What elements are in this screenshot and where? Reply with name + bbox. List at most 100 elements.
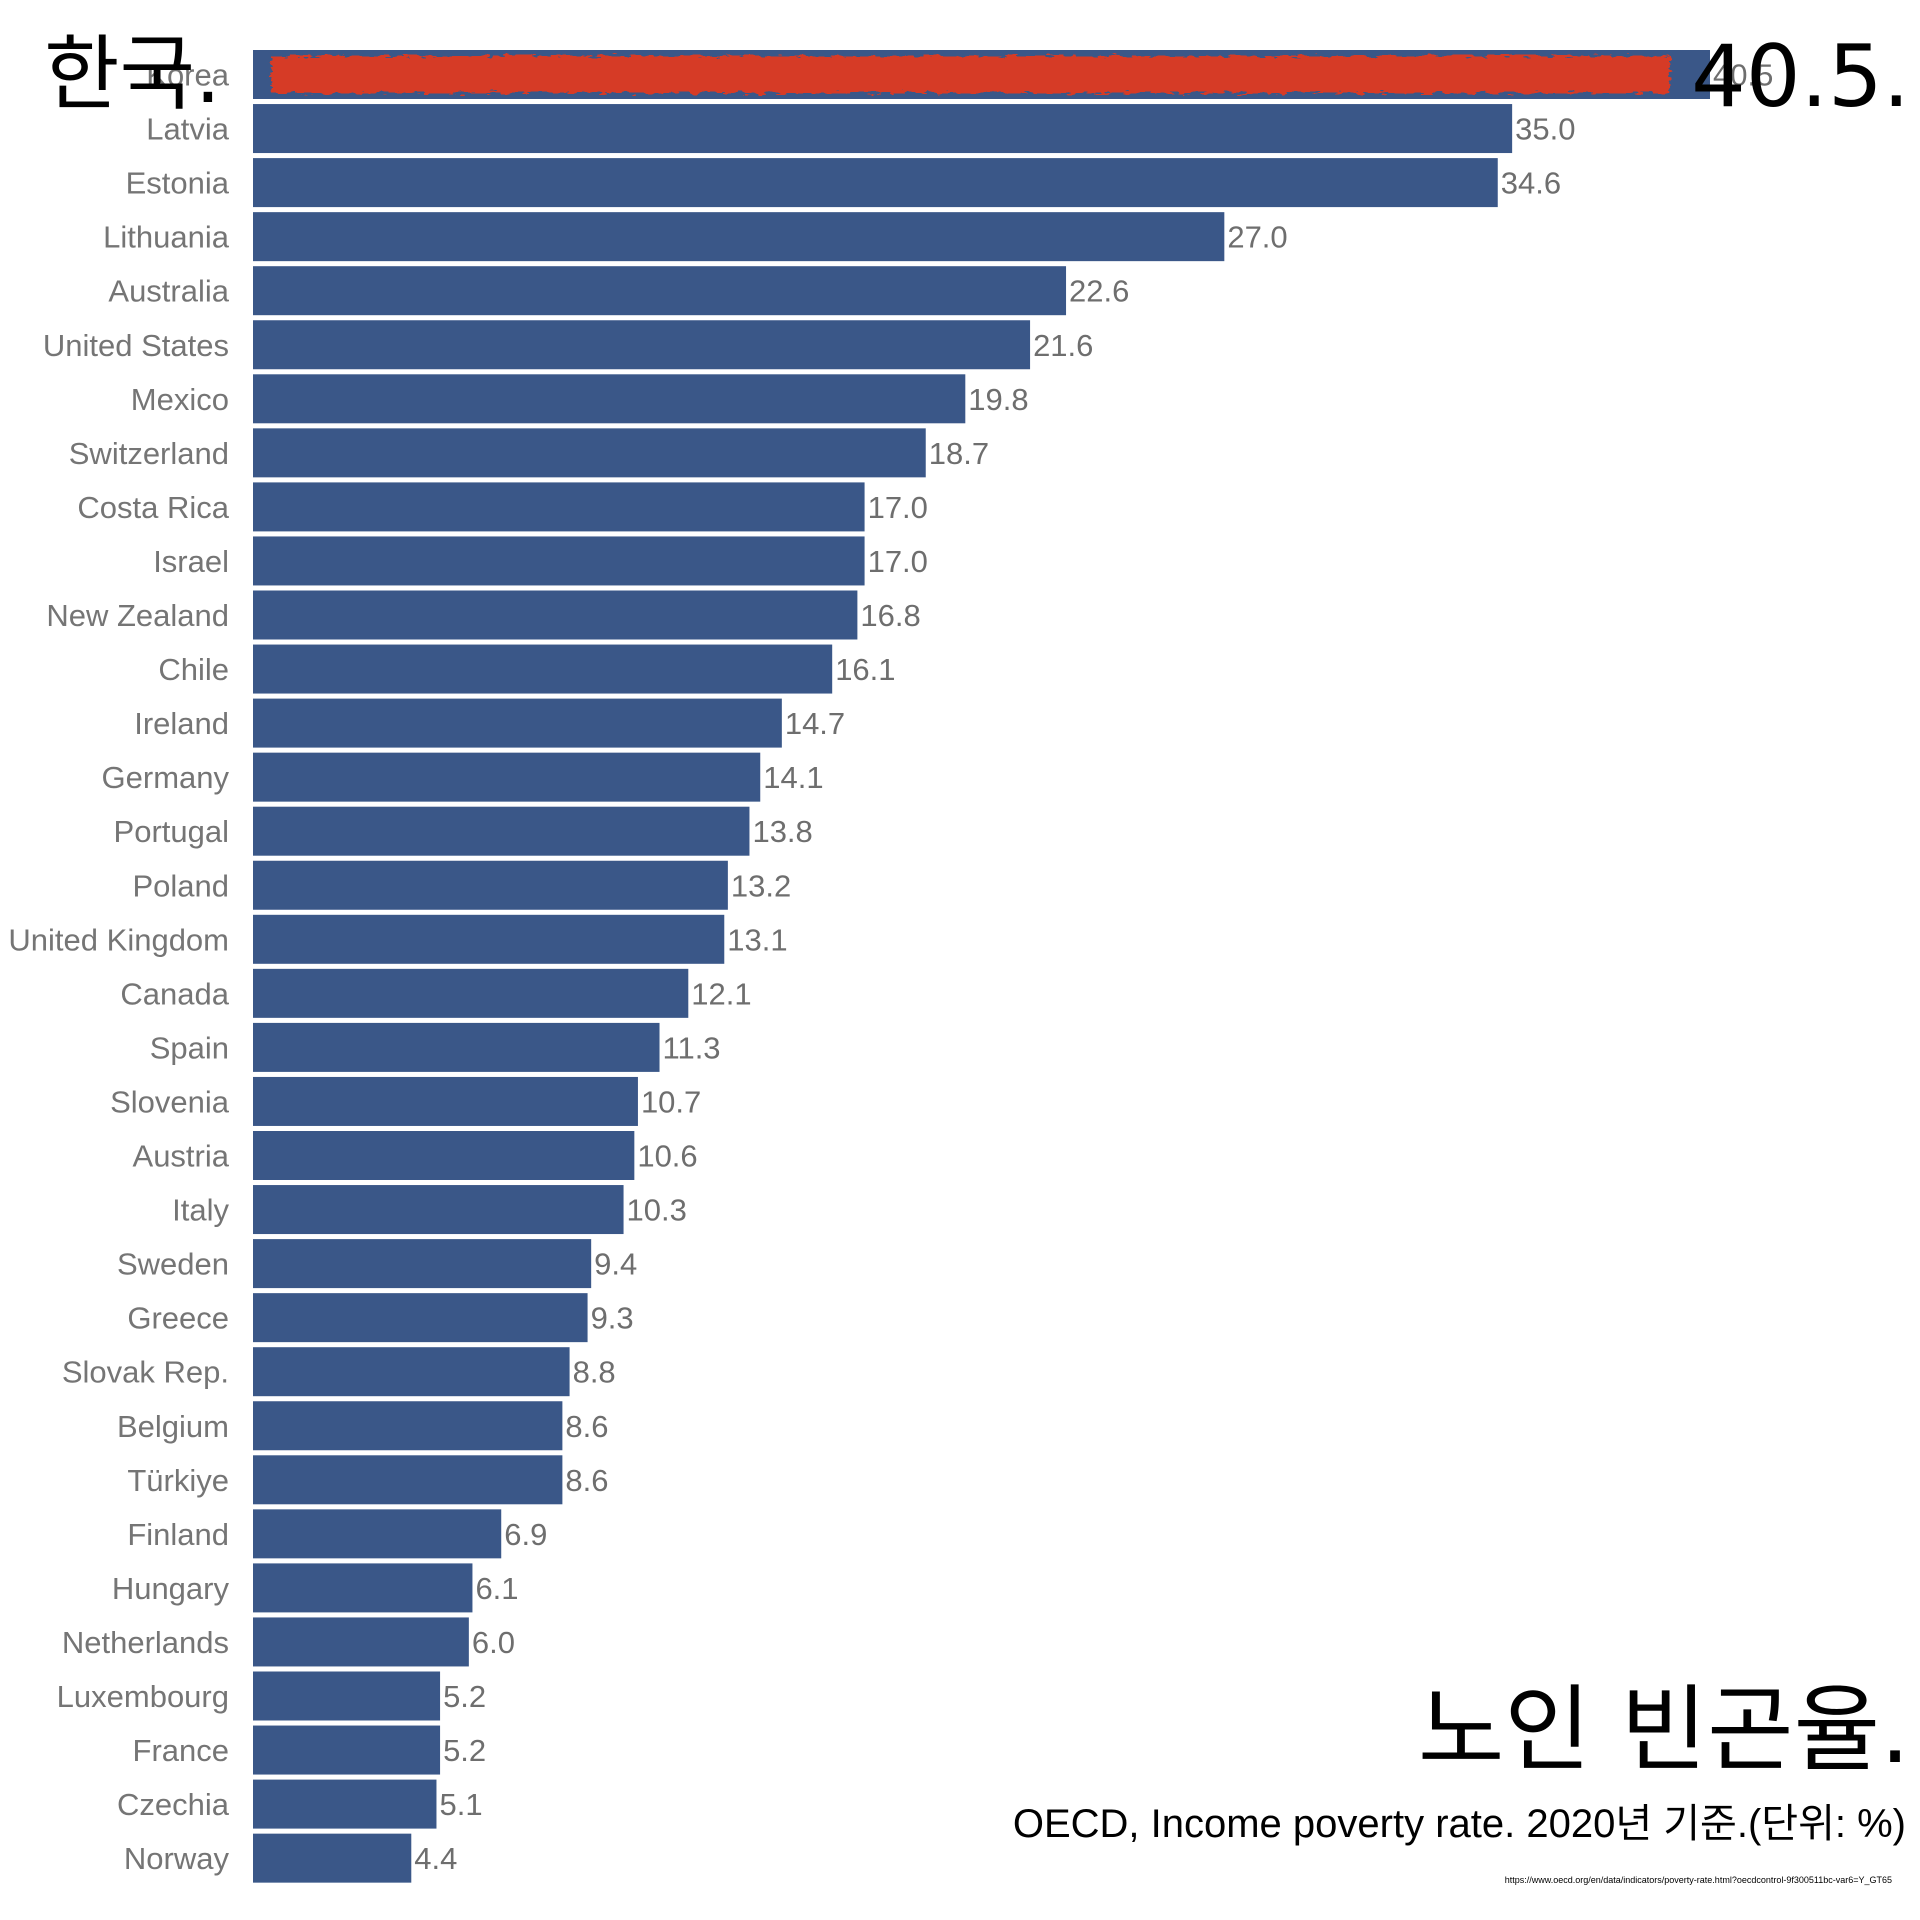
- bar-austria: [253, 1131, 635, 1180]
- value-label: 12.1: [691, 976, 751, 1011]
- bar-israel: [253, 536, 865, 586]
- category-label: Belgium: [117, 1409, 229, 1444]
- highlight-value-label: 40.5.: [1691, 27, 1910, 127]
- category-label: New Zealand: [46, 598, 229, 633]
- bar-united-states: [253, 320, 1031, 370]
- value-label: 4.4: [414, 1841, 457, 1876]
- category-label: Portugal: [114, 814, 229, 849]
- category-label: Czechia: [117, 1787, 230, 1822]
- highlight-scribble: [271, 56, 1670, 93]
- value-label: 5.1: [439, 1787, 482, 1822]
- value-label: 10.6: [637, 1139, 697, 1174]
- bar-ireland: [253, 698, 782, 748]
- category-label: Israel: [153, 544, 229, 579]
- bar-united-kingdom: [253, 914, 725, 964]
- category-label: Mexico: [131, 382, 229, 417]
- value-label: 5.2: [443, 1733, 486, 1768]
- value-label: 8.6: [565, 1409, 608, 1444]
- category-label: Korea: [146, 58, 229, 93]
- bar-canada: [253, 968, 689, 1018]
- bars-layer: [253, 50, 1710, 1883]
- value-label: 19.8: [968, 382, 1028, 417]
- value-label: 14.7: [785, 706, 845, 741]
- chart-subtitle: OECD, Income poverty rate. 2020년 기준.(단위:…: [1013, 1802, 1906, 1846]
- bar-new-zealand: [253, 590, 858, 640]
- value-label: 13.1: [727, 922, 787, 957]
- bar-estonia: [253, 158, 1498, 208]
- value-label: 11.3: [663, 1030, 721, 1065]
- bar-netherlands: [253, 1617, 469, 1667]
- category-label: Slovak Rep.: [62, 1355, 229, 1390]
- category-label: Lithuania: [103, 220, 230, 255]
- category-label: Luxembourg: [57, 1679, 229, 1714]
- category-label: Norway: [124, 1841, 230, 1876]
- bar-spain: [253, 1022, 660, 1072]
- category-label: Australia: [108, 274, 229, 309]
- value-label: 16.1: [835, 652, 895, 687]
- category-label: Costa Rica: [77, 490, 229, 525]
- value-label: 13.8: [752, 814, 812, 849]
- value-label: 22.6: [1069, 274, 1129, 309]
- category-label: France: [133, 1733, 229, 1768]
- chart-title: 노인 빈곤율.: [1418, 1676, 1910, 1785]
- value-label: 14.1: [763, 760, 823, 795]
- category-label: Netherlands: [62, 1625, 229, 1660]
- category-label: Türkiye: [127, 1463, 229, 1498]
- bar-luxembourg: [253, 1671, 441, 1721]
- bar-hungary: [253, 1563, 473, 1613]
- bar-slovenia: [253, 1076, 638, 1126]
- bar-sweden: [253, 1239, 592, 1289]
- value-label: 18.7: [929, 436, 989, 471]
- bar-lithuania: [253, 212, 1225, 262]
- value-label: 6.9: [504, 1517, 547, 1552]
- bar-poland: [253, 860, 728, 910]
- category-label: Spain: [150, 1030, 229, 1065]
- category-label: Chile: [158, 652, 229, 687]
- value-label: 10.3: [627, 1193, 687, 1228]
- value-label: 9.3: [591, 1301, 634, 1336]
- value-label: 16.8: [860, 598, 920, 633]
- value-labels: 40.535.034.627.022.621.619.818.717.017.0…: [414, 58, 1773, 1877]
- bar-france: [253, 1725, 441, 1775]
- value-label: 8.8: [573, 1355, 616, 1390]
- bar-greece: [253, 1293, 588, 1343]
- bar-czechia: [253, 1779, 437, 1829]
- category-label: Greece: [127, 1301, 229, 1336]
- category-label: Estonia: [126, 166, 230, 201]
- bar-australia: [253, 266, 1067, 316]
- category-label: Austria: [133, 1139, 230, 1174]
- bar-chile: [253, 644, 833, 694]
- value-label: 5.2: [443, 1679, 486, 1714]
- bar-costa-rica: [253, 482, 865, 532]
- bar-switzerland: [253, 428, 926, 478]
- value-label: 6.0: [472, 1625, 515, 1660]
- value-label: 17.0: [868, 544, 928, 579]
- bar-italy: [253, 1185, 624, 1235]
- highlight-country-label: 한국.: [44, 27, 221, 122]
- bar-belgium: [253, 1401, 563, 1451]
- category-label: Switzerland: [69, 436, 229, 471]
- category-label: United Kingdom: [8, 922, 229, 957]
- value-label: 17.0: [868, 490, 928, 525]
- value-label: 35.0: [1515, 112, 1575, 147]
- category-label: Finland: [127, 1517, 229, 1552]
- bar-portugal: [253, 806, 750, 856]
- category-label: Sweden: [117, 1247, 229, 1282]
- value-label: 13.2: [731, 868, 791, 903]
- value-label: 40.5: [1713, 58, 1773, 93]
- category-label: Latvia: [146, 112, 229, 147]
- category-label: Slovenia: [110, 1084, 230, 1119]
- bar-latvia: [253, 104, 1513, 154]
- value-label: 21.6: [1033, 328, 1093, 363]
- bar-norway: [253, 1833, 412, 1883]
- bar-t-rkiye: [253, 1455, 563, 1505]
- category-label: Poland: [132, 868, 229, 903]
- value-label: 8.6: [565, 1463, 608, 1498]
- category-label: Germany: [102, 760, 230, 795]
- bar-slovak-rep-: [253, 1347, 570, 1397]
- category-label: United States: [43, 328, 229, 363]
- bar-mexico: [253, 374, 966, 424]
- category-labels: Korea Latvia Estonia Lithuania Australia Unit…: [8, 58, 229, 1877]
- value-label: 10.7: [641, 1084, 701, 1119]
